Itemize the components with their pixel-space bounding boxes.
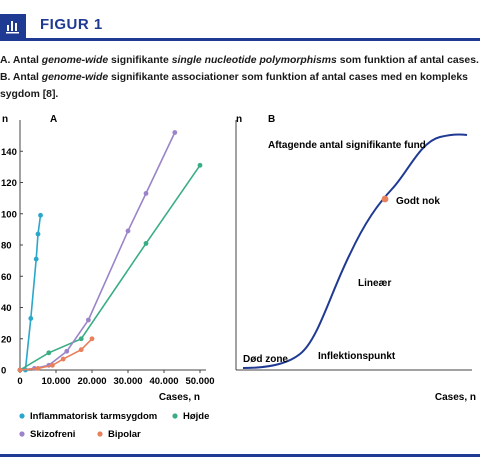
legend-label: Inflammatorisk tarmsygdom — [30, 411, 157, 422]
panel-b-label: B — [268, 114, 275, 125]
series-point — [197, 162, 203, 168]
series-point — [78, 347, 84, 353]
series-point — [46, 350, 52, 356]
footer-rule — [0, 454, 480, 457]
annotation-linear: Lineær — [358, 278, 391, 289]
panel-a-ylabel: n — [2, 114, 8, 125]
caption-a-rest: som funktion af antal cases. — [336, 55, 479, 66]
panel-a-y-tick-label: 80 — [1, 241, 12, 252]
series-point — [64, 348, 70, 354]
panel-a-x-tick-label: 0 — [17, 376, 22, 387]
series-point — [17, 367, 23, 373]
bar-chart-icon — [0, 14, 26, 38]
panel-b-plot — [235, 120, 472, 371]
annotation-godt-nok: Godt nok — [396, 196, 440, 207]
panel-a-xlabel: Cases, n — [159, 392, 200, 403]
legend-label: Bipolar — [108, 429, 141, 440]
godt-nok-marker — [381, 195, 389, 203]
series-point — [78, 336, 84, 342]
series-3 — [17, 336, 95, 373]
series-2 — [17, 130, 178, 373]
series-point — [35, 231, 41, 237]
series-point — [33, 256, 39, 262]
panel-b-xlabel: Cases, n — [435, 392, 476, 403]
caption-b-rest: signifikante associationer som funktion … — [0, 72, 468, 100]
annotation-aftagende: Aftagende antal signifikante fund — [268, 140, 426, 151]
panel-a-y-tick-label: 20 — [1, 334, 12, 345]
series-point — [35, 366, 41, 371]
series-line — [19, 132, 176, 371]
series-point — [28, 316, 34, 321]
caption-b-em: genome-wide — [41, 72, 109, 83]
legend-marker — [19, 413, 25, 419]
figure-header: FIGUR 1 — [0, 0, 480, 44]
legend: Inflammatorisk tarmsygdom Højde Skizofreni… — [19, 411, 209, 440]
series-point — [60, 356, 66, 362]
panel-a-y-tick-label: 100 — [1, 209, 17, 220]
series-point — [143, 241, 149, 246]
panel-b-curve — [242, 133, 468, 369]
series-line — [19, 164, 201, 371]
panel-a-y-tick-label: 60 — [1, 272, 12, 283]
caption-a-mid: signifikante — [108, 55, 172, 66]
annotation-inflektionspunkt: Inflektionspunkt — [318, 351, 396, 362]
series-line — [20, 215, 42, 371]
panel-a-x-tick-label: 10.000 — [41, 376, 70, 387]
caption-a-em2: single nucleotide polymorphisms — [171, 55, 337, 66]
legend-marker — [172, 413, 178, 419]
panel-a-y-tick-label: 140 — [1, 147, 17, 158]
annotation-doed-zone: Død zone — [243, 354, 288, 365]
legend-label: Højde — [183, 411, 209, 422]
series-point — [38, 212, 43, 218]
legend-label: Skizofreni — [30, 429, 75, 440]
figure-charts: n A Cases, n 0 20 40 60 80 100 120 140 0 10.000 20… — [1, 114, 476, 440]
caption-b-prefix: B. Antal — [0, 72, 42, 83]
panel-a-plot: 0 20 40 60 80 100 120 140 0 10.000 20.000 30.000 40.… — [1, 120, 215, 387]
legend-marker — [19, 431, 25, 437]
panel-a-y-tick-label: 40 — [1, 303, 12, 314]
panel-a-y-tick-label: 0 — [1, 366, 6, 377]
panel-a-x-tick-label: 30.000 — [113, 376, 142, 387]
caption-a-prefix: A. Antal — [0, 55, 42, 66]
panel-a-y-tick-label: 120 — [1, 178, 17, 189]
series-0 — [17, 212, 43, 373]
panel-a-x-tick-label: 20.000 — [77, 376, 106, 387]
figure-title: FIGUR 1 — [40, 16, 103, 33]
series-point — [172, 130, 178, 135]
panel-a-x-tick-label: 50.000 — [185, 376, 214, 387]
series-point — [86, 317, 91, 323]
figure-caption: A. Antal genome-wide signifikante single… — [0, 52, 480, 103]
series-line — [19, 338, 93, 371]
series-point — [125, 228, 131, 234]
panel-a-x-tick-label: 40.000 — [149, 376, 178, 387]
series-point — [143, 191, 149, 196]
series-1 — [17, 162, 203, 373]
series-point — [89, 336, 95, 342]
legend-marker — [97, 431, 103, 437]
series-point — [50, 362, 55, 368]
header-rule — [0, 38, 480, 41]
caption-a-em1: genome-wide — [41, 55, 109, 66]
panel-a-label: A — [50, 114, 57, 125]
panel-b-ylabel: n — [236, 114, 242, 125]
